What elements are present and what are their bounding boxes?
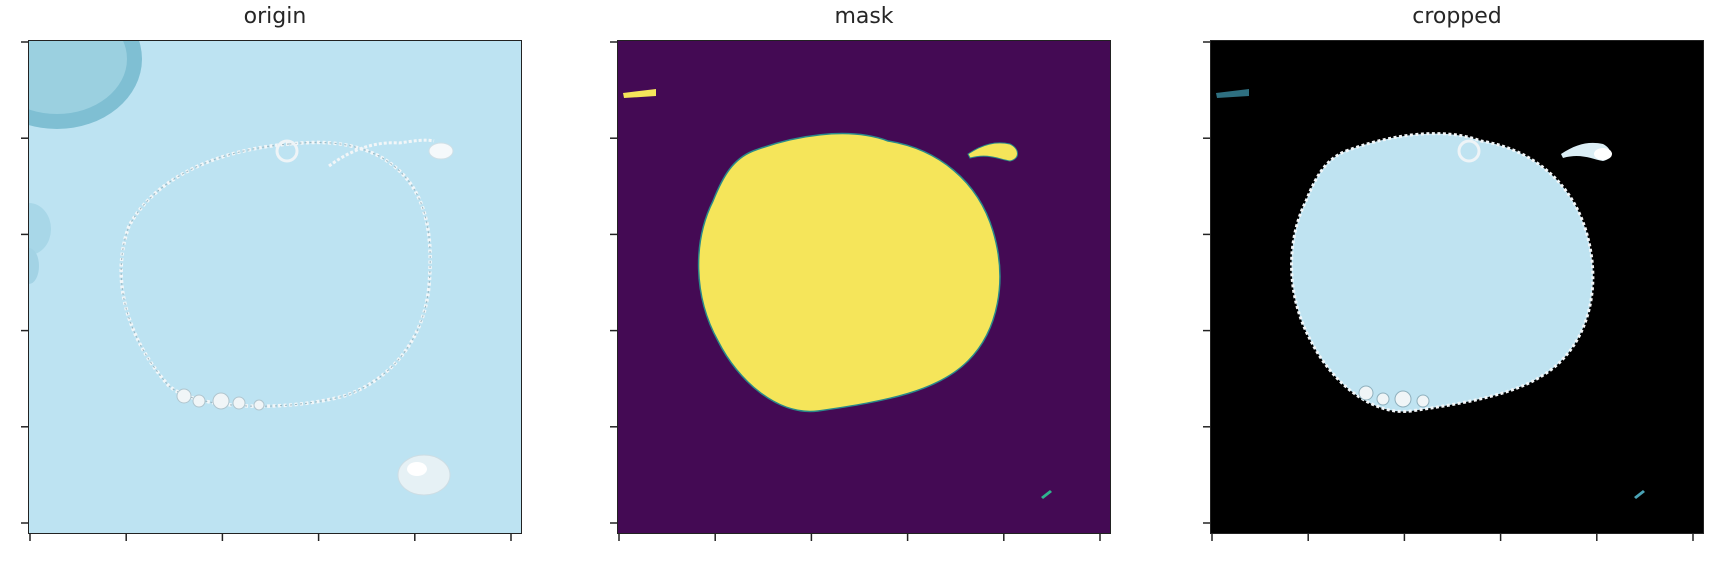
axis-ticks bbox=[0, 0, 1728, 564]
